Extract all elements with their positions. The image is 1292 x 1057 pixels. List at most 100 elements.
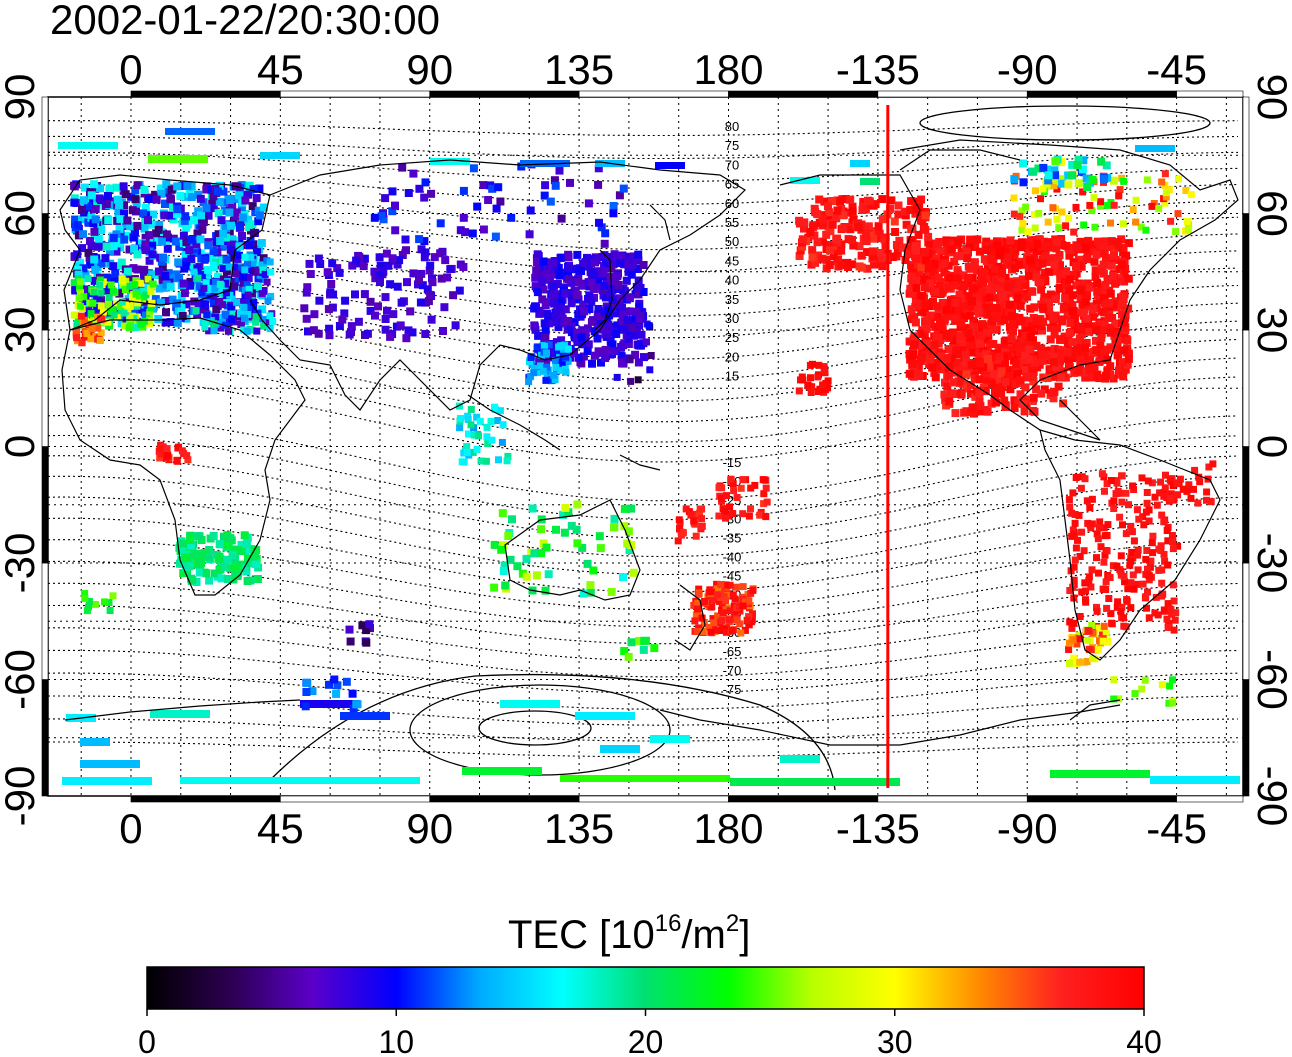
tec-sample <box>160 211 169 220</box>
tec-sample <box>252 194 261 203</box>
tec-sample <box>537 362 544 370</box>
tec-sample <box>1113 479 1121 487</box>
tec-sample <box>747 505 754 513</box>
tec-sample <box>383 306 391 315</box>
tec-sample <box>81 333 89 341</box>
tec-sample <box>194 558 203 567</box>
tec-sample <box>1075 255 1083 264</box>
tec-sample <box>570 318 579 327</box>
tec-sample <box>375 253 384 262</box>
tec-sample <box>961 323 970 332</box>
tec-sample <box>822 255 831 264</box>
tec-sample <box>168 295 177 304</box>
tec-sample <box>210 292 218 300</box>
colorbar-tick-label: 40 <box>1126 1024 1162 1057</box>
tec-sample <box>194 299 203 308</box>
tec-sample <box>718 617 726 624</box>
tec-sample <box>1165 699 1173 707</box>
tec-sample <box>507 213 516 222</box>
tec-sample <box>1161 170 1169 178</box>
tec-sample <box>1195 473 1203 481</box>
tec-sample <box>120 209 128 218</box>
tec-sample <box>315 296 324 305</box>
tec-sample <box>633 283 642 292</box>
tec-sample <box>619 184 628 193</box>
tec-sample <box>121 286 129 293</box>
tec-sample <box>694 628 701 635</box>
graticule <box>48 97 1243 796</box>
tec-sample <box>241 315 248 322</box>
tec-sample <box>233 572 242 580</box>
tec-sample <box>1153 501 1161 509</box>
tec-sample <box>186 531 195 540</box>
tec-sample <box>226 196 235 204</box>
tec-sample <box>730 778 900 786</box>
tec-sample <box>943 382 952 391</box>
tec-sample <box>1106 328 1115 337</box>
tec-sample <box>1132 218 1140 226</box>
tec-sample <box>180 289 189 297</box>
tec-sample <box>1078 528 1086 536</box>
tec-sample <box>945 363 954 372</box>
tec-sample <box>144 195 153 203</box>
tec-sample <box>634 290 643 299</box>
tec-sample <box>377 212 386 221</box>
tec-sample <box>739 510 747 518</box>
tec-sample <box>101 598 108 606</box>
tec-sample <box>540 342 548 350</box>
tec-sample <box>533 258 541 266</box>
coastline <box>249 159 746 411</box>
tec-sample <box>327 280 336 288</box>
tec-sample <box>80 183 89 192</box>
tec-sample <box>849 241 858 250</box>
tec-sample <box>134 299 142 307</box>
tec-sample <box>351 290 359 299</box>
tec-sample <box>305 259 314 268</box>
tec-sample <box>1138 685 1146 693</box>
tec-sample <box>348 261 357 270</box>
tec-sample <box>560 528 569 537</box>
tec-sample <box>739 602 747 610</box>
tec-sample <box>949 307 958 316</box>
tec-sample <box>639 645 648 654</box>
tec-sample <box>415 184 424 193</box>
tec-sample <box>550 176 559 185</box>
colorbar-tick-label: 10 <box>378 1024 414 1057</box>
tec-sample <box>1065 646 1073 653</box>
tec-sample <box>992 304 1001 313</box>
tec-sample <box>397 298 406 307</box>
tec-sample <box>118 275 126 283</box>
tec-sample <box>562 353 570 360</box>
tec-sample <box>612 330 621 338</box>
tec-sample <box>126 282 134 290</box>
tec-sample <box>839 224 848 233</box>
tec-sample <box>606 288 615 297</box>
tec-sample <box>116 243 125 252</box>
tec-sample <box>87 242 96 250</box>
tec-sample <box>574 353 583 362</box>
tec-sample <box>1149 532 1157 540</box>
tec-sample <box>1069 636 1077 644</box>
tec-sample <box>695 585 703 593</box>
tec-sample <box>756 511 764 519</box>
tec-sample <box>692 510 700 518</box>
tec-sample <box>1110 676 1118 684</box>
tec-sample <box>564 253 573 261</box>
tec-sample <box>1113 238 1122 247</box>
tec-sample <box>1073 640 1081 648</box>
tec-sample <box>173 182 182 191</box>
tec-sample <box>194 207 203 216</box>
tec-sample <box>200 255 209 264</box>
tec-sample <box>1085 576 1093 584</box>
tec-sample <box>542 357 551 366</box>
tec-sample <box>202 204 211 213</box>
tec-sample <box>646 366 654 374</box>
tec-sample <box>1122 530 1130 538</box>
tec-sample <box>682 505 690 513</box>
tec-sample <box>975 397 984 406</box>
tec-sample <box>1026 256 1035 265</box>
tec-sample <box>1098 470 1106 478</box>
tec-sample <box>1001 273 1010 282</box>
tec-sample <box>729 591 737 599</box>
tec-sample <box>141 246 150 254</box>
